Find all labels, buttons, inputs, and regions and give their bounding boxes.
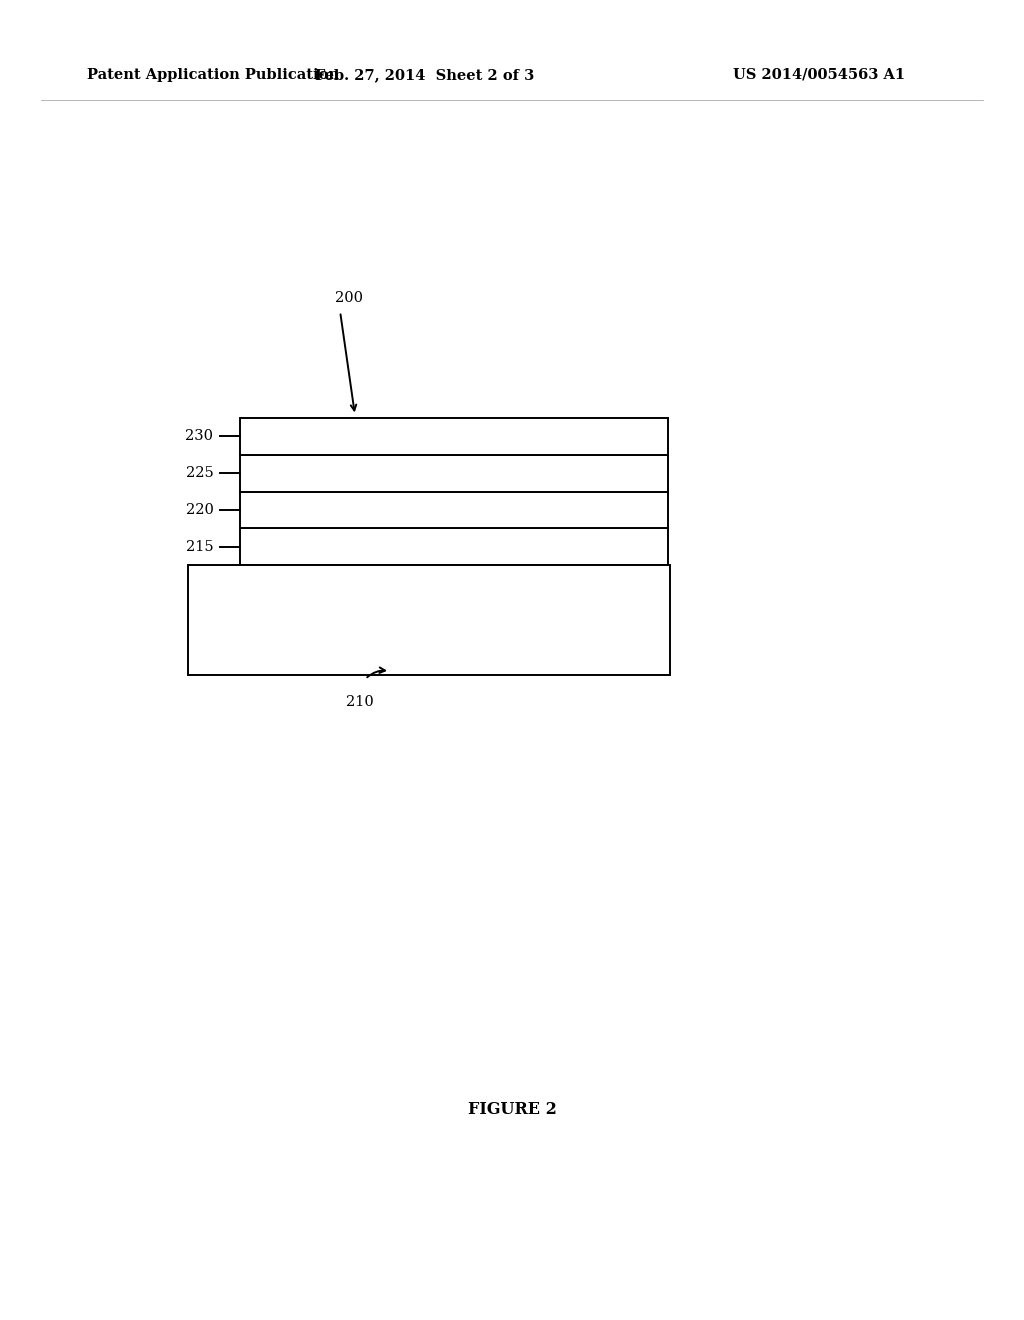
Text: 200: 200 [335,290,362,305]
Bar [240,528,668,565]
Text: 225: 225 [185,466,213,480]
Text: 230: 230 [185,429,213,444]
Bar [188,565,670,675]
Text: Patent Application Publication: Patent Application Publication [87,69,339,82]
Bar [240,455,668,491]
Text: FIGURE 2: FIGURE 2 [468,1101,556,1118]
Bar [240,491,668,528]
Text: 215: 215 [185,540,213,553]
Text: 220: 220 [185,503,213,517]
Text: 210: 210 [346,696,374,709]
Bar [240,418,668,455]
Text: US 2014/0054563 A1: US 2014/0054563 A1 [733,69,905,82]
Text: Feb. 27, 2014  Sheet 2 of 3: Feb. 27, 2014 Sheet 2 of 3 [315,69,535,82]
